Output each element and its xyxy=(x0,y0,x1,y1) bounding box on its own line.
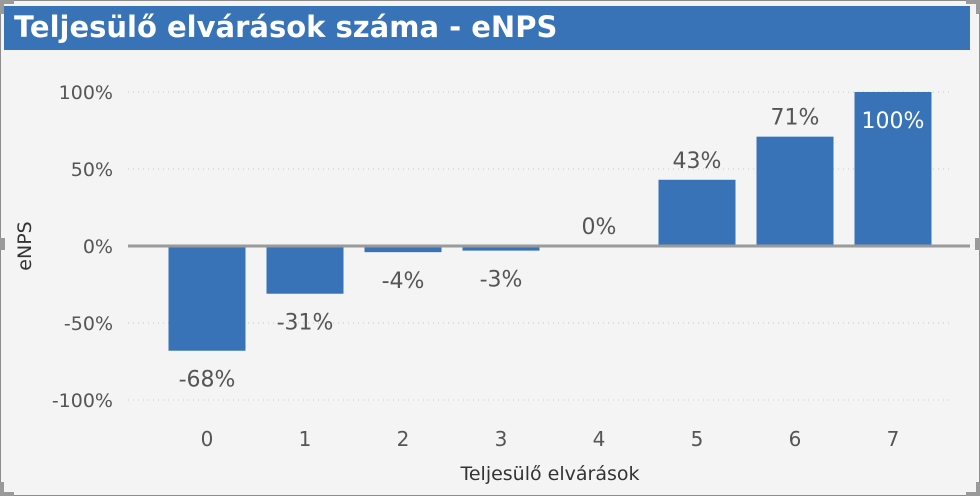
data-label: -68% xyxy=(179,368,236,393)
data-label: -4% xyxy=(382,269,425,294)
x-tick-label: 7 xyxy=(887,427,900,451)
resize-handle-right[interactable] xyxy=(975,238,980,250)
y-tick-label: -50% xyxy=(64,313,113,335)
x-tick-label: 4 xyxy=(593,427,606,451)
bar[interactable] xyxy=(266,246,344,294)
title-bar: Teljesülő elvárások száma - eNPS xyxy=(4,6,970,50)
bar[interactable] xyxy=(168,246,246,351)
chart-title: Teljesülő elvárások száma - eNPS xyxy=(14,10,558,44)
x-tick-label: 2 xyxy=(397,427,410,451)
bar[interactable] xyxy=(756,136,834,246)
data-label: 43% xyxy=(673,149,722,174)
y-axis-title: eNPS xyxy=(14,221,36,270)
data-label: -31% xyxy=(277,311,334,336)
resize-handle-bottom-right[interactable] xyxy=(966,482,980,496)
x-tick-label: 3 xyxy=(495,427,508,451)
data-label: 71% xyxy=(771,106,820,131)
data-label: -3% xyxy=(480,268,523,293)
x-tick-label: 1 xyxy=(299,427,312,451)
bar[interactable] xyxy=(658,179,736,246)
resize-handle-top-left[interactable] xyxy=(0,0,14,14)
bar[interactable] xyxy=(462,246,540,251)
y-tick-label: 100% xyxy=(59,82,113,104)
data-label: 0% xyxy=(582,215,617,240)
x-tick-label: 5 xyxy=(691,427,704,451)
y-tick-label: 50% xyxy=(71,159,113,181)
x-axis-title: Teljesülő elvárások xyxy=(459,463,639,485)
y-axis-ticks: 100% 50% 0% -50% -100% xyxy=(52,82,113,412)
y-tick-label: -100% xyxy=(52,390,113,412)
bar[interactable] xyxy=(854,92,932,246)
x-tick-label: 0 xyxy=(201,427,214,451)
resize-handle-bottom-left[interactable] xyxy=(0,482,14,496)
resize-handle-top-right[interactable] xyxy=(966,0,980,14)
bar[interactable] xyxy=(364,246,442,253)
x-tick-label: 6 xyxy=(789,427,802,451)
bars xyxy=(168,92,932,351)
data-labels: -68% -31% -4% -3% 0% 43% 71% 100% xyxy=(179,106,925,393)
data-label: 100% xyxy=(862,109,925,134)
y-tick-label: 0% xyxy=(83,236,113,258)
resize-handle-left[interactable] xyxy=(0,238,5,250)
x-axis-ticks: 0 1 2 3 4 5 6 7 xyxy=(201,427,900,451)
